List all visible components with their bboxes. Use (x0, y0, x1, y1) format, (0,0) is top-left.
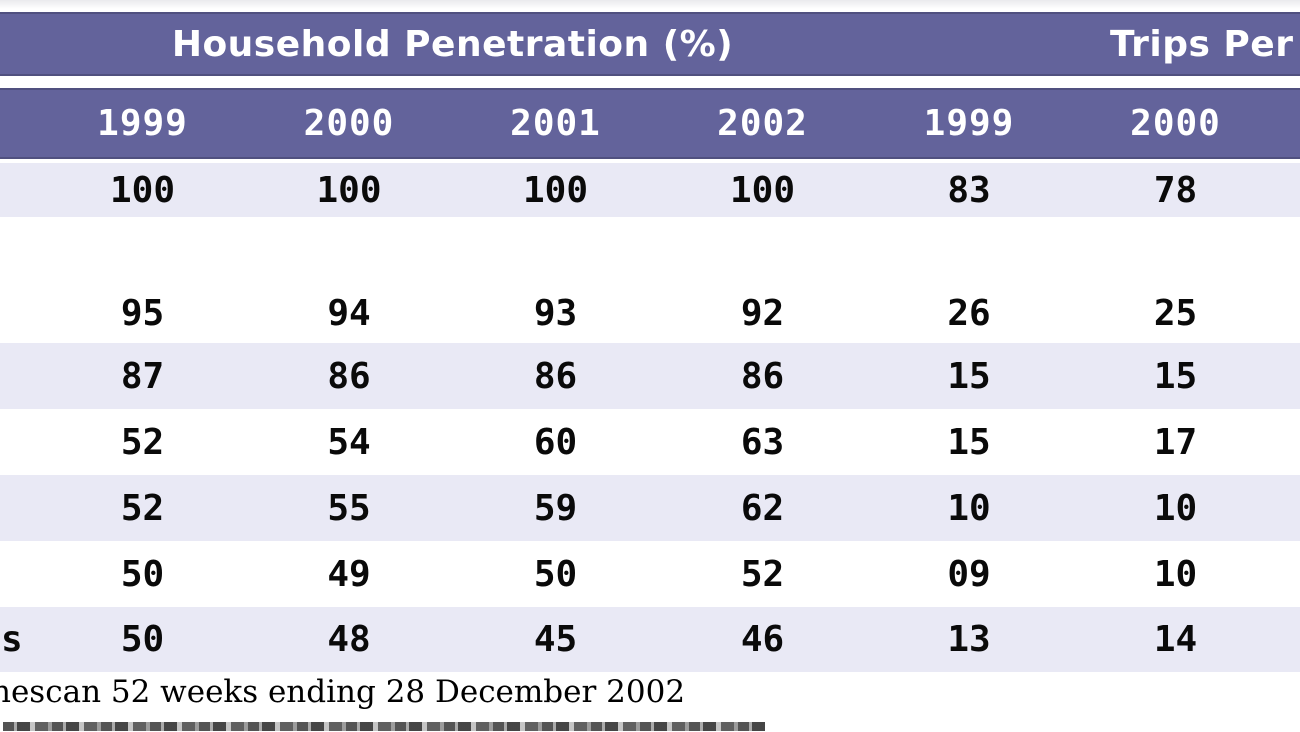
year-header-2: 2001 (510, 103, 601, 144)
table-cell-r0-c5: 78 (1153, 169, 1198, 211)
row-edge-sliver (1279, 541, 1300, 607)
table-cell-r0-c1: 100 (316, 169, 382, 211)
table-cell-r7-c2: 45 (533, 619, 578, 660)
row-label: s (1, 619, 23, 660)
table-cell-r1-c3 (659, 217, 866, 283)
table-cell-r0-c4: 83 (947, 169, 991, 211)
year-header-edge-sliver (1279, 90, 1300, 157)
table-cell-r2-c3: 92 (740, 292, 785, 334)
table-cell-r3-c5: 15 (1153, 355, 1198, 397)
table-cell-r2-c5: 25 (1153, 292, 1198, 334)
row-edge-sliver (1279, 217, 1300, 283)
table-cell-r0-c2: 100 (522, 169, 589, 211)
row-edge-sliver (1279, 283, 1300, 343)
row-edge-sliver (1279, 475, 1300, 541)
table-cell-r3-c4: 15 (947, 355, 991, 397)
table-row: 52 55 59 62 10 10 (0, 475, 1300, 541)
table-row: 100 100 100 100 83 78 (0, 163, 1300, 217)
year-header-spacer (0, 90, 39, 157)
row-label (0, 163, 39, 217)
table-cell-r4-c4: 15 (947, 421, 991, 463)
table-cell-r7-c5: 14 (1153, 619, 1198, 660)
table-cell-r5-c2: 59 (533, 487, 578, 529)
source-footnote: nescan 52 weeks ending 28 December 2002 (0, 674, 686, 710)
table-cell-r1-c4 (866, 217, 1072, 283)
year-header-row: 1999 2000 2001 2002 1999 2000 (0, 90, 1300, 157)
table-cell-r5-c3: 62 (740, 487, 785, 529)
table-cell-r4-c5: 17 (1153, 421, 1198, 463)
table-cell-r3-c1: 86 (327, 355, 371, 397)
year-header-5: 2000 (1130, 103, 1221, 144)
table-cell-r4-c3: 63 (740, 421, 785, 463)
table-cell-r3-c2: 86 (533, 355, 578, 397)
table-cell-r5-c5: 10 (1153, 487, 1198, 529)
group-header-trips-per: Trips Per (1110, 23, 1294, 65)
table-cell-r5-c4: 10 (947, 487, 991, 529)
row-label (0, 283, 39, 343)
year-header-4: 1999 (923, 103, 1015, 144)
table-row: 52 54 60 63 15 17 (0, 409, 1300, 475)
row-label (0, 475, 39, 541)
clipped-text-strip (3, 722, 765, 731)
row-label (0, 409, 39, 475)
year-header-1: 2000 (303, 103, 395, 144)
table-cell-r2-c4: 26 (947, 292, 991, 334)
year-header-3: 2002 (717, 103, 808, 144)
table-cell-r1-c1 (246, 217, 452, 283)
row-label (0, 217, 39, 283)
table-cell-r4-c2: 60 (533, 421, 578, 463)
table-cell-r4-c0: 52 (120, 421, 165, 463)
table-row (0, 217, 1300, 283)
row-edge-sliver (1279, 607, 1300, 672)
table-row: 95 94 93 92 26 25 (0, 283, 1300, 343)
table-cell-r5-c0: 52 (120, 487, 165, 529)
table-cell-r6-c1: 49 (327, 553, 371, 595)
table-row: 87 86 86 86 15 15 (0, 343, 1300, 409)
year-header-0: 1999 (97, 103, 188, 144)
header-band-groups: Household Penetration (%) Trips Per (0, 12, 1300, 76)
row-label (0, 343, 39, 409)
table-cell-r5-c1: 55 (327, 487, 371, 529)
table-row: s 50 48 45 46 13 14 (0, 607, 1300, 672)
table-cell-r6-c3: 52 (740, 553, 785, 595)
table-cell-r7-c3: 46 (740, 619, 785, 660)
table-cell-r7-c0: 50 (120, 619, 165, 660)
table-cell-r1-c0 (39, 217, 246, 283)
table-row: 50 49 50 52 09 10 (0, 541, 1300, 607)
table-cell-r1-c2 (452, 217, 659, 283)
table-cell-r3-c0: 87 (120, 355, 165, 397)
header-band-years: 1999 2000 2001 2002 1999 2000 (0, 88, 1300, 159)
table-cell-r7-c4: 13 (947, 619, 991, 660)
group-header-household-penetration: Household Penetration (%) (171, 23, 734, 65)
cropped-edge-smudge (0, 0, 1300, 9)
row-label (0, 541, 39, 607)
table-cell-r1-c5 (1072, 217, 1279, 283)
table-cell-r2-c2: 93 (533, 292, 578, 334)
table-cell-r0-c0: 100 (109, 169, 176, 211)
table-cell-r6-c5: 10 (1153, 553, 1198, 595)
table-cell-r6-c4: 09 (947, 553, 991, 595)
table-cell-r6-c0: 50 (120, 553, 165, 595)
table-cell-r6-c2: 50 (533, 553, 578, 595)
table-cell-r0-c3: 100 (729, 169, 796, 211)
row-edge-sliver (1279, 163, 1300, 217)
table-cell-r4-c1: 54 (327, 421, 371, 463)
table-body: 100 100 100 100 83 78 95 94 93 92 26 25 87 86 86 86 15 15… (0, 163, 1300, 672)
row-edge-sliver (1279, 409, 1300, 475)
table-cell-r2-c1: 94 (327, 292, 371, 334)
row-edge-sliver (1279, 343, 1300, 409)
table-cell-r3-c3: 86 (740, 355, 785, 397)
table-cell-r7-c1: 48 (327, 619, 371, 660)
table-cell-r2-c0: 95 (120, 292, 165, 334)
